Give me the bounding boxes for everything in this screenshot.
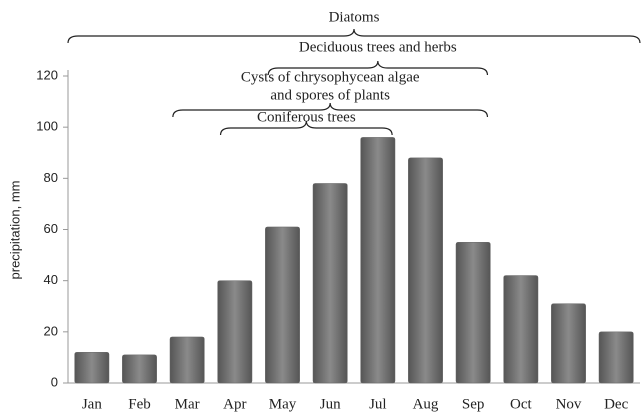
x-tick-label: Apr [223,396,246,412]
y-tick-label: 40 [44,272,58,287]
y-tick-label: 60 [44,221,58,236]
y-tick-label: 20 [44,323,58,338]
x-tick-label: Nov [556,396,582,412]
brace [267,60,489,76]
annotation-label: and spores of plants [270,87,390,103]
bar [455,242,491,384]
bar [503,275,539,384]
annotation-label: Diatoms [329,9,380,25]
bar [312,183,348,384]
y-tick-label: 0 [51,374,58,389]
annotation-label: Cysts of chrysophycean algae [241,69,420,85]
x-tick-label: Jun [320,396,341,412]
y-axis-label: precipitation, mm [7,181,22,280]
x-tick-label: Oct [510,396,532,412]
x-tick-label: May [269,396,297,412]
bar [74,352,110,384]
bar [169,336,205,384]
brace [219,120,393,136]
x-tick-label: Mar [175,396,200,412]
y-tick-label: 80 [44,170,58,185]
brace [67,28,641,44]
brace [172,102,489,118]
bar [217,280,253,384]
bar [265,226,300,384]
annotation-label: Deciduous trees and herbs [299,39,457,55]
bar [598,331,634,384]
x-tick-label: Dec [604,396,628,412]
bar [360,137,396,384]
y-tick-label: 120 [36,67,58,82]
y-tick-label: 100 [36,119,58,134]
bar [408,157,443,384]
bar [551,303,586,384]
x-tick-label: Feb [128,396,151,412]
x-tick-label: Sep [462,396,485,412]
x-tick-label: Jan [82,396,102,412]
x-tick-label: Aug [413,396,439,412]
annotation-label: Coniferous trees [257,109,356,125]
x-tick-label: Jul [369,396,387,412]
bar [122,354,157,384]
